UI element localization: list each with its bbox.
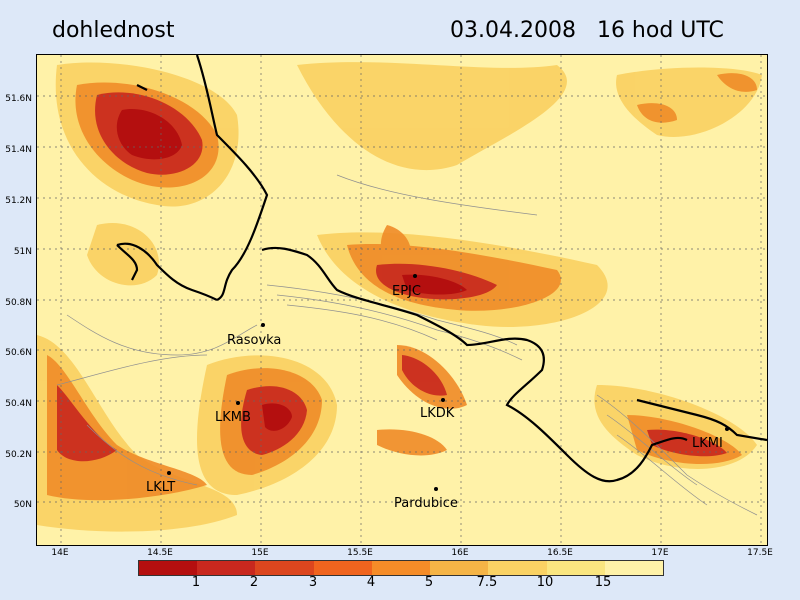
legend-swatch	[371, 561, 431, 575]
legend-label: 5	[424, 575, 434, 590]
terrain-contours	[56, 174, 758, 516]
legend-swatch	[488, 561, 547, 575]
legend-swatch	[604, 561, 663, 575]
map-title: dohlednost	[52, 18, 175, 43]
station-dot-rasovka	[261, 323, 265, 327]
legend-swatch	[197, 561, 256, 575]
legend-swatch	[139, 561, 198, 575]
visibility-map[interactable]	[36, 54, 768, 546]
lat-label: 51.6N	[5, 94, 32, 104]
lon-label: 15.5E	[347, 548, 373, 558]
station-dot-lkmb	[236, 401, 240, 405]
station-label-lklt: LKLT	[146, 480, 176, 495]
legend-label: 2	[249, 575, 259, 590]
station-label-lkmi: LKMI	[692, 436, 723, 451]
map-datetime: 03.04.2008 16 hod UTC	[450, 18, 724, 43]
lon-label: 16.5E	[547, 548, 573, 558]
country-borders	[116, 55, 767, 483]
graticule	[37, 55, 767, 545]
legend-swatch	[546, 561, 605, 575]
station-dot-lklt	[167, 471, 171, 475]
lat-label: 50.4N	[5, 399, 32, 409]
legend-swatch	[255, 561, 314, 575]
color-legend	[138, 560, 664, 576]
lon-label: 17E	[651, 548, 669, 558]
lat-label: 50N	[13, 500, 32, 510]
legend-label: 10	[536, 575, 554, 590]
lat-label: 51.4N	[5, 145, 32, 155]
lon-label: 15E	[251, 548, 269, 558]
lon-label: 14E	[51, 548, 69, 558]
legend-label: 15	[594, 575, 612, 590]
legend-label: 4	[366, 575, 376, 590]
station-dot-lkdk	[441, 398, 445, 402]
lat-label: 50.8N	[5, 298, 32, 308]
station-markers	[167, 274, 729, 491]
legend-label: 1	[191, 575, 201, 590]
station-label-lkdk: LKDK	[420, 406, 455, 421]
legend-label: 7.5	[476, 575, 498, 590]
station-label-rasovka: Rasovka	[227, 333, 282, 348]
station-dot-pardubice	[434, 487, 438, 491]
lat-label: 50.2N	[5, 450, 32, 460]
map-canvas	[37, 55, 767, 545]
station-label-pardubice: Pardubice	[394, 496, 458, 511]
station-label-lkmb: LKMB	[215, 410, 251, 425]
station-dot-lkmi	[725, 427, 729, 431]
lat-label: 51N	[13, 247, 32, 257]
station-dot-epjc	[413, 274, 417, 278]
station-label-epjc: EPJC	[392, 284, 421, 299]
legend-swatch	[430, 561, 489, 575]
lon-label: 14.5E	[147, 548, 173, 558]
lat-label: 51.2N	[5, 196, 32, 206]
lon-label: 16E	[451, 548, 469, 558]
lat-label: 50.6N	[5, 348, 32, 358]
lon-label: 17.5E	[747, 548, 773, 558]
legend-swatch	[313, 561, 372, 575]
legend-label: 3	[308, 575, 318, 590]
